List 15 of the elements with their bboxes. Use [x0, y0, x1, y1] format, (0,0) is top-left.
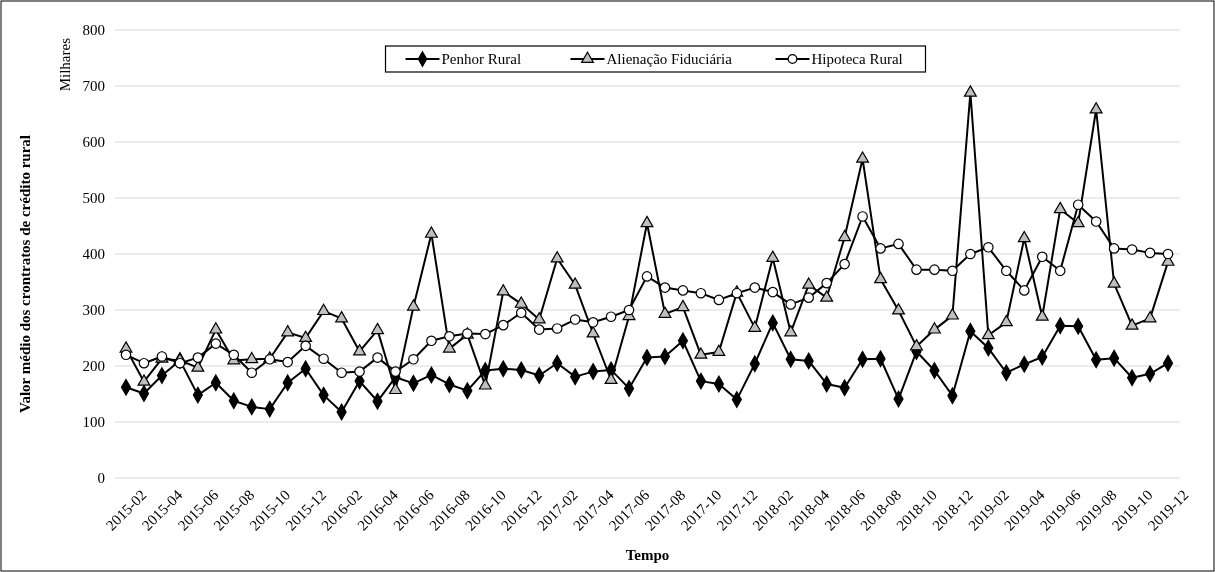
x-axis-title: Tempo — [625, 547, 670, 563]
legend-label: Penhor Rural — [441, 51, 522, 68]
y-tick-label: 0 — [97, 470, 105, 487]
y-tick-label: 500 — [82, 190, 105, 207]
text: Milhares — [57, 37, 73, 92]
y-tick-label: 400 — [82, 246, 105, 263]
legend-label: Alienação Fiduciária — [606, 51, 733, 68]
y-tick-label: 600 — [82, 134, 105, 151]
y-axis-title: Valor médio dos crontratos de crédito rural — [17, 134, 33, 414]
y-tick-label: 800 — [82, 22, 105, 39]
y-tick-label: 700 — [82, 78, 105, 95]
legend-label: Hipoteca Rural — [811, 51, 903, 68]
y-tick-label: 100 — [82, 414, 105, 431]
y-tick-label: 300 — [82, 302, 105, 319]
y-tick-label: 200 — [82, 358, 105, 375]
